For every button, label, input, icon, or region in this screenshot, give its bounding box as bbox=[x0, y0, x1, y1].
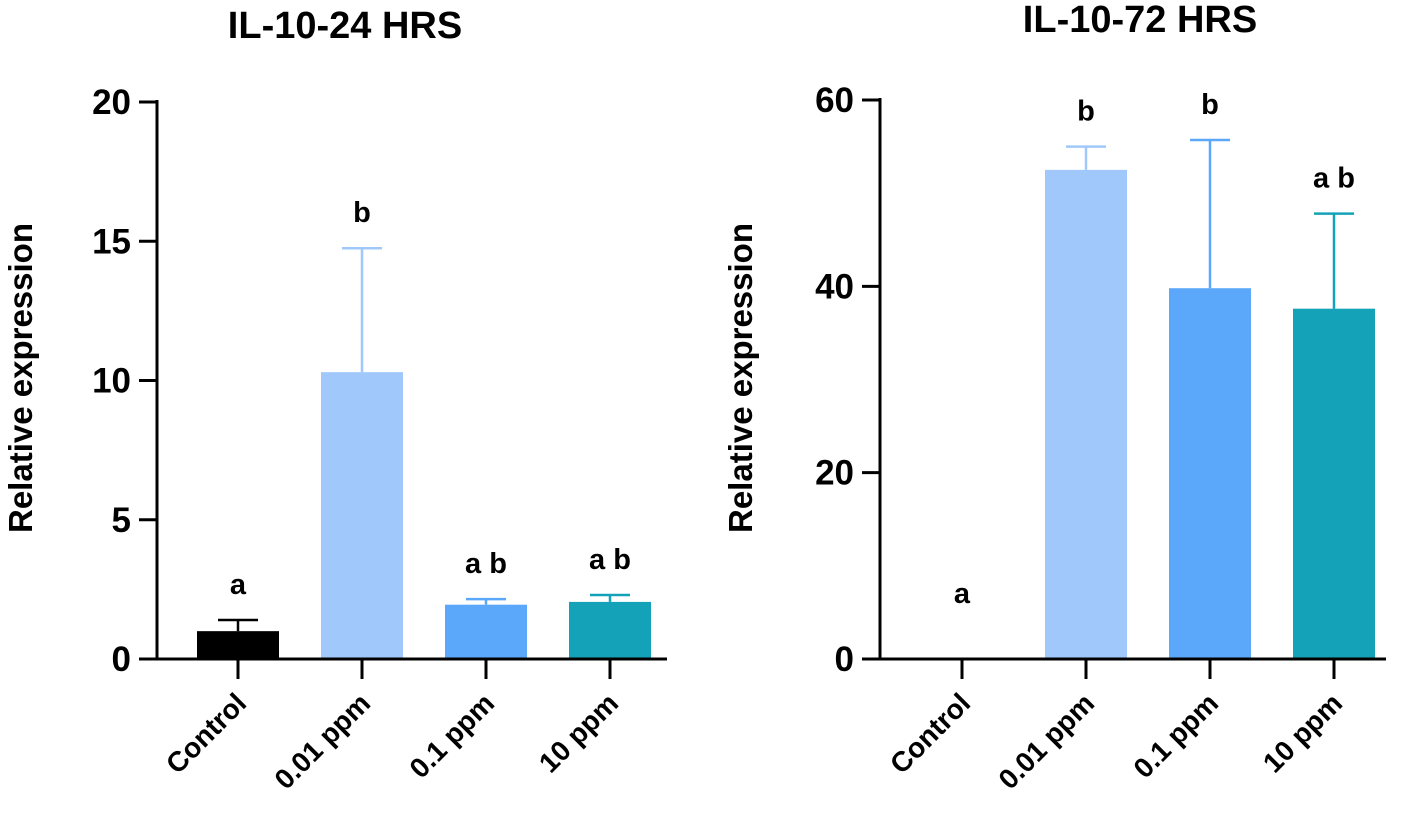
category-label: Control bbox=[884, 687, 976, 779]
y-tick-label: 20 bbox=[92, 83, 131, 122]
y-tick-label: 5 bbox=[112, 501, 131, 540]
category-label: 0.1 ppm bbox=[404, 687, 501, 784]
significance-labels: a b a b a b bbox=[230, 197, 631, 601]
significance-label: b bbox=[353, 197, 371, 229]
category-label: Control bbox=[160, 687, 252, 779]
significance-label: a b bbox=[465, 548, 507, 580]
significance-label: b bbox=[1201, 89, 1219, 121]
y-axis-label: Relative expression bbox=[2, 223, 39, 533]
significance-label: a b bbox=[1313, 163, 1355, 195]
y-tick-label: 20 bbox=[815, 454, 854, 493]
bar bbox=[1293, 308, 1375, 659]
chart-panel-24hrs: IL-10-24 HRS Relative expression 0 5 10 15 2… bbox=[2, 5, 667, 795]
bar bbox=[321, 372, 403, 659]
y-axis-label: Relative expression bbox=[722, 223, 759, 533]
error-bars bbox=[218, 246, 630, 632]
axes bbox=[878, 98, 1386, 679]
significance-label: a b bbox=[589, 544, 631, 576]
category-label: 0.01 ppm bbox=[268, 687, 376, 795]
significance-label: a bbox=[954, 578, 971, 610]
error-bars bbox=[1066, 138, 1354, 309]
chart-title: IL-10-72 HRS bbox=[1023, 0, 1257, 41]
chart-title: IL-10-24 HRS bbox=[228, 5, 462, 47]
y-tick-label: 0 bbox=[112, 640, 131, 679]
y-tick-label: 0 bbox=[835, 640, 854, 679]
bars bbox=[1045, 169, 1375, 659]
significance-labels: a b b a b bbox=[954, 89, 1355, 610]
bar bbox=[197, 631, 279, 659]
y-tick-label: 60 bbox=[815, 81, 854, 120]
category-label: 0.1 ppm bbox=[1128, 687, 1225, 784]
category-label: 10 ppm bbox=[533, 687, 624, 778]
y-tick-label: 40 bbox=[815, 267, 854, 306]
category-label: 10 ppm bbox=[1257, 687, 1348, 778]
bar bbox=[1169, 288, 1251, 659]
y-axis-ticks: 0 20 40 60 bbox=[815, 81, 880, 679]
significance-label: a bbox=[230, 569, 247, 601]
bar bbox=[569, 601, 651, 659]
y-tick-label: 15 bbox=[92, 222, 131, 261]
category-labels: Control 0.01 ppm 0.1 ppm 10 ppm bbox=[160, 687, 624, 795]
bar bbox=[445, 604, 527, 659]
bars bbox=[197, 372, 651, 659]
y-axis-ticks: 0 5 10 15 20 bbox=[92, 83, 157, 679]
chart-panel-72hrs: IL-10-72 HRS Relative expression 0 20 40 60… bbox=[722, 0, 1386, 795]
category-label: 0.01 ppm bbox=[992, 687, 1100, 795]
bar bbox=[1045, 169, 1127, 659]
category-labels: Control 0.01 ppm 0.1 ppm 10 ppm bbox=[884, 687, 1348, 795]
y-tick-label: 10 bbox=[92, 362, 131, 401]
axes bbox=[155, 100, 667, 679]
significance-label: b bbox=[1077, 96, 1095, 128]
